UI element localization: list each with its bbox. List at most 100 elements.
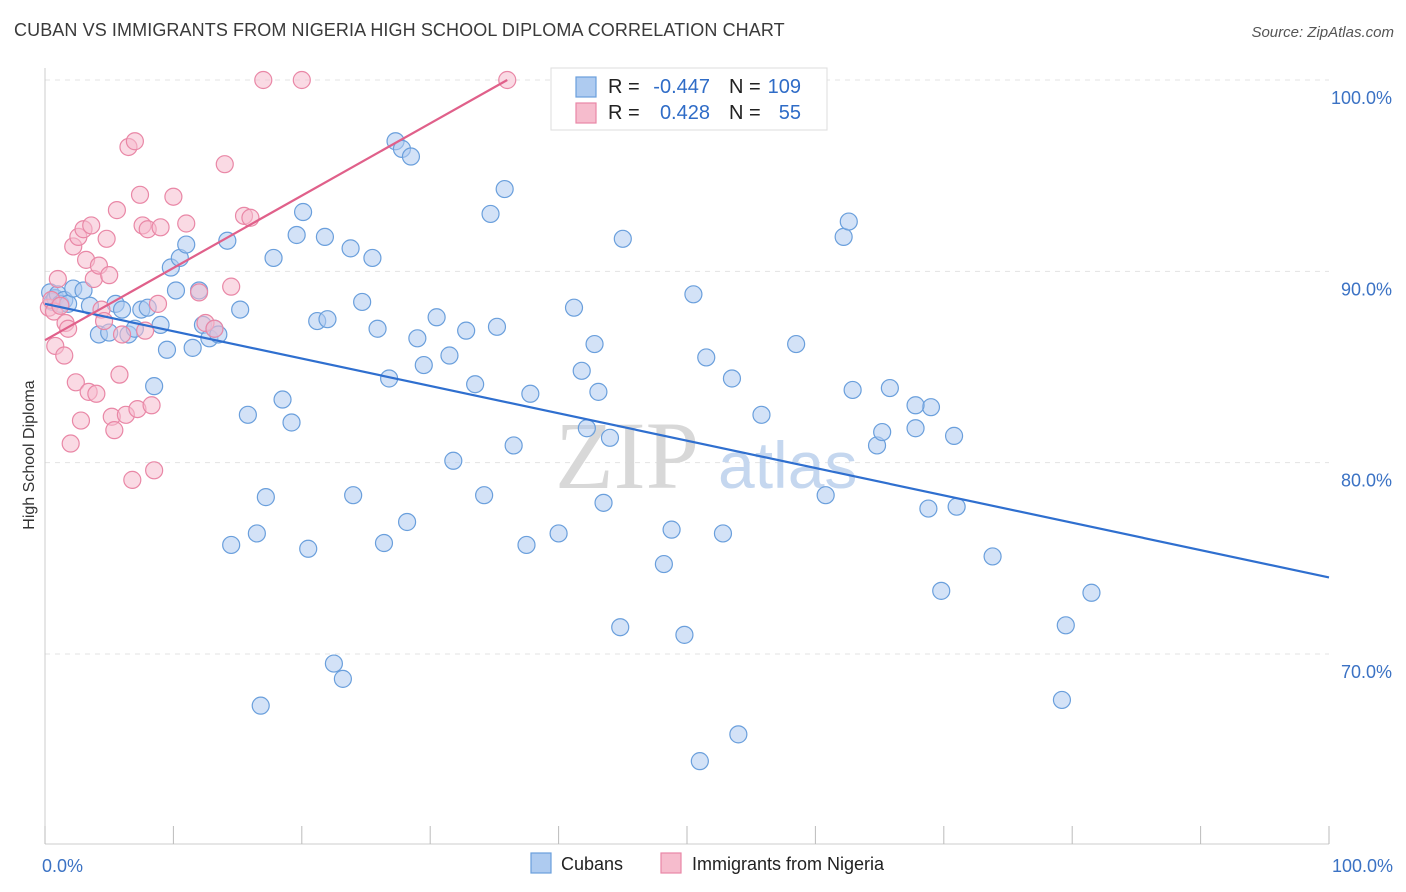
legend-box: R = -0.447 N = 109 R = 0.428 N = 55: [550, 67, 828, 131]
data-point-cubans: [613, 229, 632, 248]
data-point-cubans: [368, 319, 387, 338]
data-point-cubans: [577, 419, 596, 438]
data-point-cubans: [873, 422, 892, 442]
data-point-nigeria: [222, 277, 241, 296]
data-point-cubans: [572, 361, 591, 380]
data-point-cubans: [238, 405, 257, 424]
data-point-cubans: [427, 308, 446, 327]
legend-n-value-nigeria: 55: [779, 102, 801, 124]
data-point-cubans: [344, 486, 363, 505]
data-point-cubans: [299, 539, 318, 558]
trend-lines: [44, 79, 1330, 579]
data-point-cubans: [564, 298, 584, 317]
data-point-nigeria: [148, 294, 168, 313]
grid: [45, 79, 1329, 655]
trend-line-nigeria: [44, 79, 508, 342]
data-point-cubans: [839, 212, 858, 231]
bottom-legend: Cubans Immigrants from Nigeria: [530, 852, 885, 874]
legend-swatch-nigeria: [575, 102, 597, 124]
bottom-legend-cubans: Cubans: [561, 854, 623, 874]
data-point-cubans: [256, 488, 275, 507]
data-point-cubans: [74, 281, 93, 300]
watermark: ZIP atlas: [555, 402, 857, 509]
legend-r-label-nigeria: R =: [608, 102, 640, 124]
y-tick-label: 70.0%: [1341, 662, 1392, 682]
data-point-nigeria: [189, 283, 209, 302]
data-point-nigeria: [55, 346, 74, 365]
data-point-cubans: [401, 147, 421, 166]
data-point-cubans: [293, 202, 313, 222]
data-point-cubans: [1052, 690, 1072, 710]
legend-n-value-cubans: 109: [768, 76, 801, 98]
data-point-cubans: [363, 248, 382, 268]
data-point-cubans: [333, 669, 352, 688]
data-point-cubans: [315, 227, 335, 246]
data-point-nigeria: [71, 411, 91, 430]
data-point-cubans: [722, 369, 742, 388]
data-point-cubans: [397, 512, 417, 532]
data-point-cubans: [457, 321, 476, 340]
y-tick-label: 100.0%: [1331, 88, 1392, 108]
data-point-cubans: [594, 493, 613, 512]
data-point-cubans: [183, 338, 202, 357]
x-tick-label: 100.0%: [1332, 856, 1393, 876]
data-point-nigeria: [145, 461, 164, 480]
data-point-cubans: [324, 654, 343, 673]
data-point-cubans: [1082, 583, 1101, 602]
data-point-cubans: [1056, 616, 1075, 635]
data-points: [39, 70, 1101, 771]
data-point-cubans: [932, 581, 951, 600]
data-point-cubans: [549, 524, 568, 543]
data-point-cubans: [145, 377, 164, 396]
data-point-cubans: [341, 239, 360, 258]
data-point-cubans: [521, 384, 540, 403]
chart-title: CUBAN VS IMMIGRANTS FROM NIGERIA HIGH SC…: [14, 20, 785, 40]
data-point-cubans: [414, 355, 433, 375]
data-point-cubans: [273, 390, 292, 409]
data-point-nigeria: [110, 365, 129, 384]
bottom-legend-swatch-cubans: [530, 852, 552, 874]
data-point-cubans: [353, 292, 372, 312]
y-axis-label: High School Diploma: [21, 380, 38, 530]
data-point-cubans: [662, 520, 681, 539]
data-point-nigeria: [82, 216, 101, 235]
legend-swatch-cubans: [575, 76, 597, 98]
data-point-nigeria: [87, 384, 106, 403]
data-point-cubans: [247, 524, 266, 543]
data-point-cubans: [504, 436, 523, 455]
data-point-nigeria: [61, 434, 80, 453]
data-point-cubans: [218, 231, 237, 250]
data-point-nigeria: [130, 185, 150, 204]
data-point-cubans: [481, 204, 500, 224]
data-point-cubans: [177, 235, 196, 254]
data-point-cubans: [374, 533, 394, 553]
data-point-cubans: [944, 426, 964, 445]
data-point-cubans: [487, 317, 507, 336]
data-point-cubans: [983, 547, 1002, 566]
data-point-cubans: [318, 310, 337, 329]
data-point-nigeria: [292, 70, 311, 90]
data-point-nigeria: [151, 218, 170, 237]
data-point-cubans: [495, 179, 514, 199]
data-point-cubans: [880, 378, 899, 398]
data-point-nigeria: [254, 70, 273, 90]
data-point-nigeria: [142, 396, 161, 415]
data-point-cubans: [919, 499, 938, 518]
data-point-cubans: [906, 419, 925, 438]
data-point-cubans: [713, 524, 733, 543]
data-point-cubans: [408, 329, 427, 348]
tick-labels: 100.0% 90.0% 80.0% 70.0% 0.0% 100.0%: [42, 88, 1393, 876]
data-point-nigeria: [164, 187, 183, 206]
data-point-nigeria: [48, 269, 67, 289]
data-point-cubans: [690, 752, 709, 771]
data-point-cubans: [729, 725, 748, 744]
data-point-cubans: [585, 334, 604, 354]
y-tick-label: 80.0%: [1341, 471, 1392, 491]
data-point-cubans: [675, 625, 694, 644]
data-point-cubans: [475, 486, 494, 505]
data-point-nigeria: [205, 319, 224, 338]
data-point-cubans: [287, 225, 306, 245]
data-point-nigeria: [125, 132, 144, 151]
data-point-cubans: [166, 281, 186, 300]
